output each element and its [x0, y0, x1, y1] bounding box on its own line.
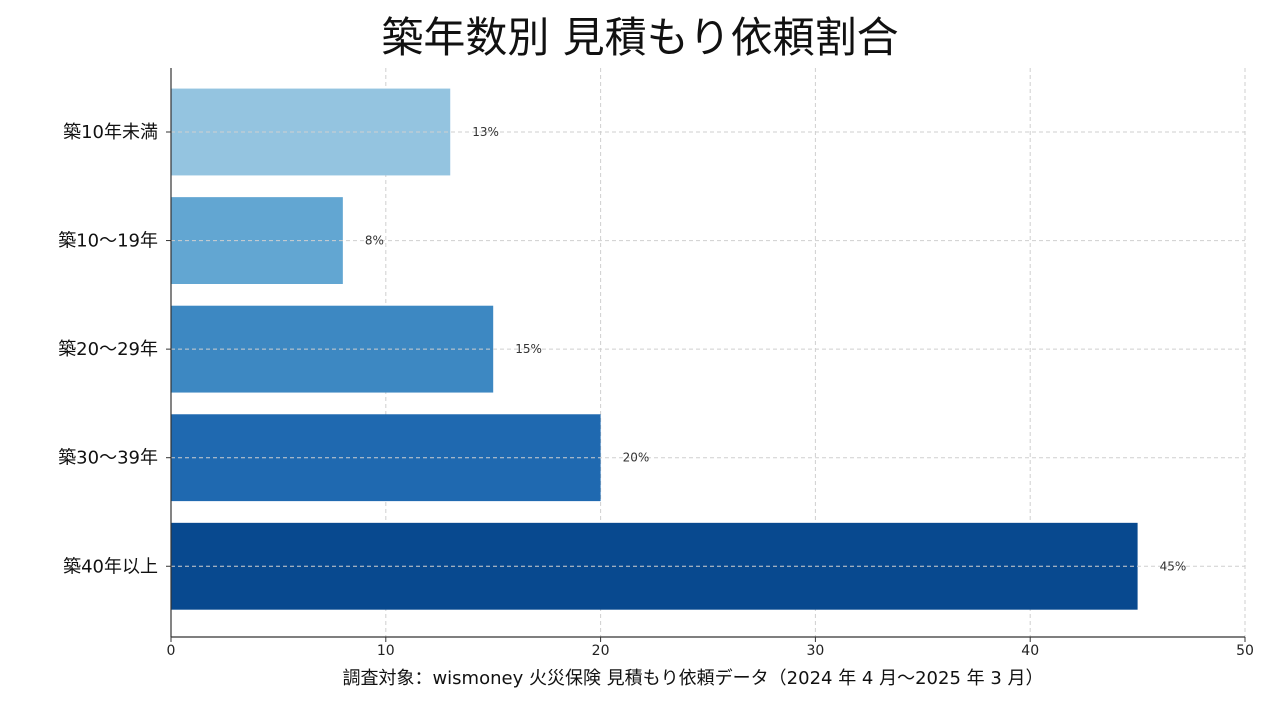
x-tick-label: 50 [1236, 643, 1254, 659]
bars [171, 88, 1245, 610]
x-tick-label: 40 [1021, 643, 1039, 659]
data-label: 20% [623, 451, 650, 465]
labels: 0 10 20 30 40 50 築10年未満 13% 築10〜19年 8% 築20〜29年 15% 築… [58, 122, 1254, 659]
x-tick-label: 20 [592, 643, 610, 659]
axes [166, 68, 1246, 642]
x-tick-label: 30 [806, 643, 824, 659]
category-label: 築20〜29年 [58, 339, 158, 360]
x-tick-label: 10 [377, 643, 395, 659]
data-label: 13% [472, 125, 499, 139]
data-label: 8% [365, 234, 384, 248]
data-label: 45% [1160, 559, 1187, 573]
x-axis-label: 調査対象：wismoney 火災保険 見積もり依頼データ（2024 年 4 月〜… [342, 668, 1043, 689]
category-label: 築30〜39年 [58, 448, 158, 469]
category-label: 築10年未満 [63, 122, 158, 143]
category-label: 築10〜19年 [58, 231, 158, 252]
bar [171, 88, 451, 176]
chart-title: 築年数別 見積もり依頼割合 [381, 13, 899, 62]
category-label: 築40年以上 [63, 556, 158, 577]
x-tick-label: 0 [167, 643, 176, 659]
data-label: 15% [515, 342, 542, 356]
